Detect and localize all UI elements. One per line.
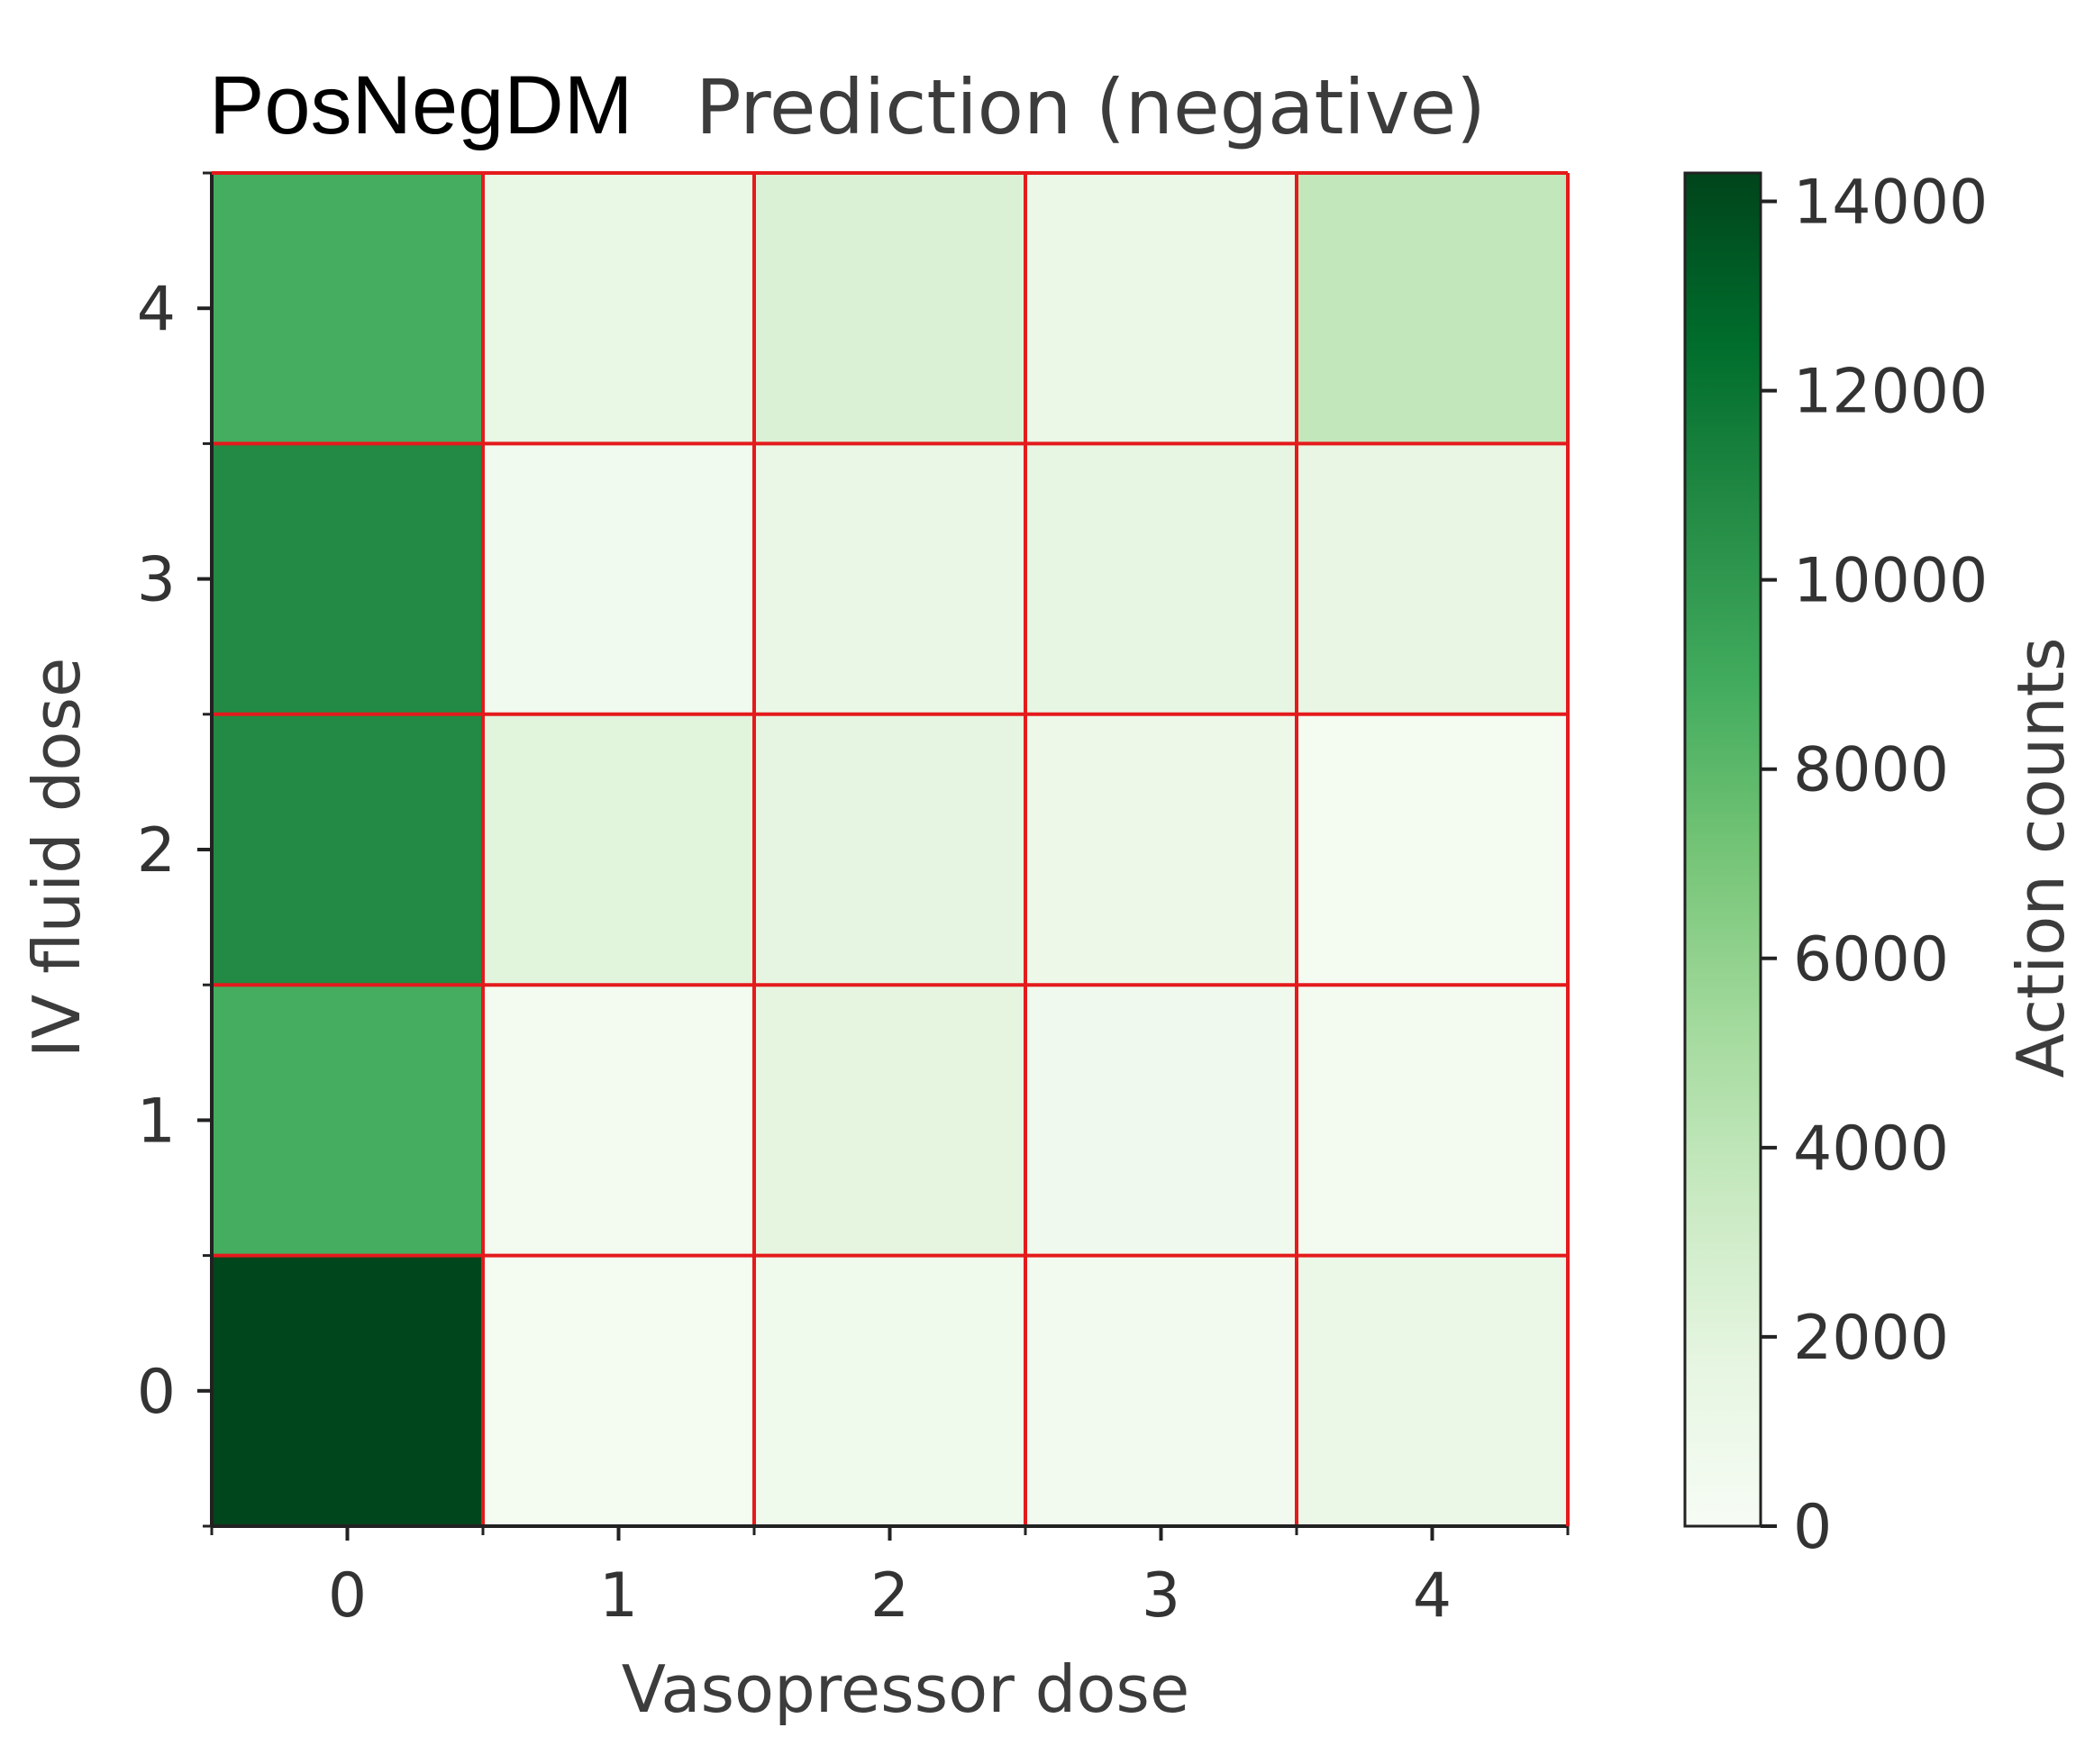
y-tick-label: 1: [137, 1086, 176, 1157]
y-tick-label: 0: [137, 1357, 176, 1428]
chart-subtitle: Prediction (negative): [696, 63, 1486, 151]
y-axis-ticks: 0 1 2 3 4: [137, 171, 212, 1528]
heatmap-cell-y1-x2: [754, 985, 1026, 1257]
heatmap-cell-y0-x0: [212, 1255, 484, 1527]
heatmap-cell-y3-x4: [1297, 443, 1569, 715]
y-tick-label: 3: [137, 545, 176, 616]
heatmap-cell-y2-x4: [1297, 714, 1569, 986]
y-tick-label: 4: [137, 274, 176, 345]
heatmap-cell-y1-x4: [1297, 985, 1569, 1257]
heatmap-cell-y2-x0: [212, 714, 484, 986]
heatmap-cells: [212, 173, 1569, 1527]
x-tick-label: 3: [1142, 1560, 1180, 1632]
heatmap-cell-y4-x0: [212, 173, 484, 444]
x-axis-ticks: 0 1 2 3 4: [210, 1526, 1570, 1632]
heatmap-cell-y4-x2: [754, 173, 1026, 444]
cell-gridlines: [212, 173, 1568, 1526]
y-tick-label: 2: [137, 815, 176, 887]
y-axis-label: IV fluid dose: [19, 658, 95, 1059]
heatmap-cell-y2-x2: [754, 714, 1026, 986]
x-tick-label: 4: [1413, 1560, 1452, 1632]
chart-title: PosNegDM: [209, 59, 633, 151]
colorbar-tick-label: 4000: [1793, 1114, 1949, 1185]
colorbar-tick-label: 14000: [1793, 168, 1988, 239]
colorbar-tick-label: 8000: [1793, 735, 1949, 806]
x-axis-label: Vasopressor dose: [622, 1651, 1190, 1727]
heatmap-cell-y0-x1: [483, 1255, 755, 1527]
colorbar-tick-label: 6000: [1793, 924, 1949, 996]
heatmap-cell-y2-x1: [483, 714, 755, 986]
colorbar-tick-label: 0: [1793, 1492, 1832, 1563]
x-tick-label: 2: [870, 1560, 909, 1632]
colorbar-tick-label: 2000: [1793, 1303, 1949, 1374]
colorbar-tick-label: 12000: [1793, 357, 1988, 428]
heatmap-cell-y4-x4: [1297, 173, 1569, 444]
colorbar-label: Action counts: [2003, 637, 2079, 1077]
heatmap-cell-y0-x2: [754, 1255, 1026, 1527]
heatmap-cell-y2-x3: [1025, 714, 1297, 986]
colorbar-ticks: 0 2000 4000 6000 8000 10000 12000 14000: [1761, 168, 1988, 1563]
heatmap-cell-y0-x4: [1297, 1255, 1569, 1527]
heatmap-cell-y4-x1: [483, 173, 755, 444]
heatmap-cell-y0-x3: [1025, 1255, 1297, 1527]
heatmap-cell-y4-x3: [1025, 173, 1297, 444]
colorbar: [1683, 171, 1762, 1528]
heatmap-cell-y3-x1: [483, 443, 755, 715]
heatmap-cell-y3-x3: [1025, 443, 1297, 715]
x-tick-label: 0: [328, 1560, 367, 1632]
x-tick-label: 1: [599, 1560, 638, 1632]
heatmap-cell-y3-x0: [212, 443, 484, 715]
heatmap-cell-y1-x3: [1025, 985, 1297, 1257]
heatmap-cell-y1-x1: [483, 985, 755, 1257]
heatmap-cell-y1-x0: [212, 985, 484, 1257]
heatmap-cell-y3-x2: [754, 443, 1026, 715]
colorbar-tick-label: 10000: [1793, 546, 1988, 617]
